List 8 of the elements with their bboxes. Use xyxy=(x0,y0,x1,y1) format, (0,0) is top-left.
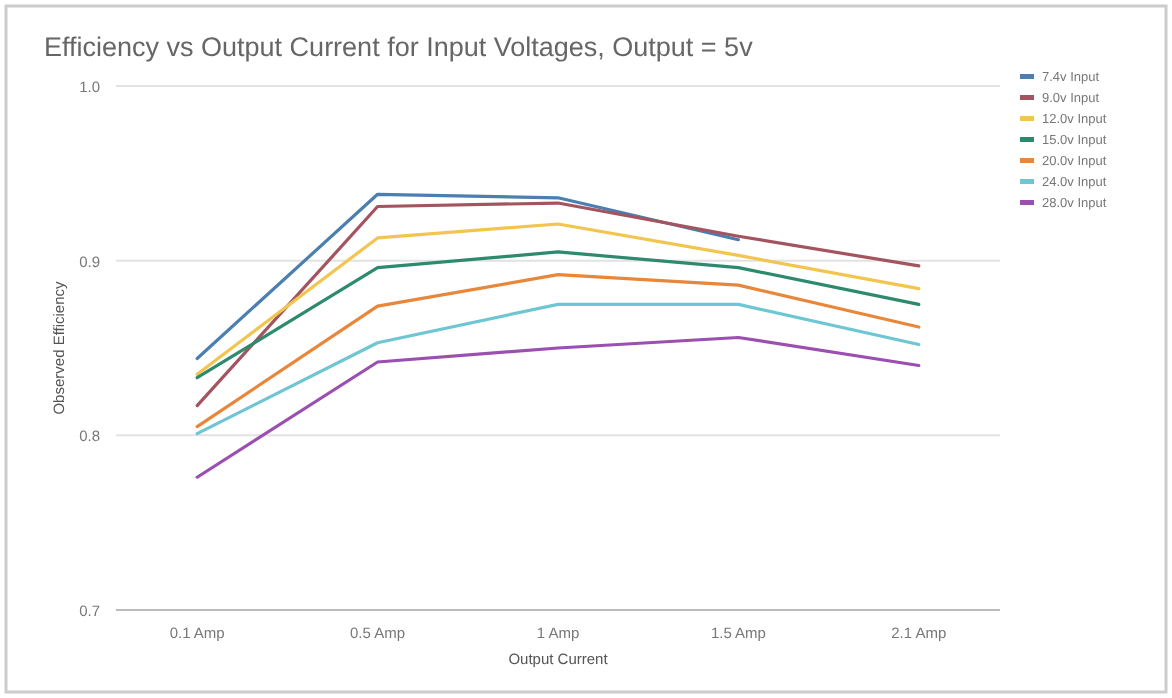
line-series xyxy=(195,201,921,408)
line-series xyxy=(195,222,921,376)
line-series xyxy=(195,250,921,380)
line-series xyxy=(195,302,921,436)
line-series xyxy=(195,192,741,361)
chart-title: Efficiency vs Output Current for Input Voltages, Output = 5v xyxy=(44,32,754,62)
line-series xyxy=(195,335,921,479)
line-series xyxy=(195,273,921,429)
